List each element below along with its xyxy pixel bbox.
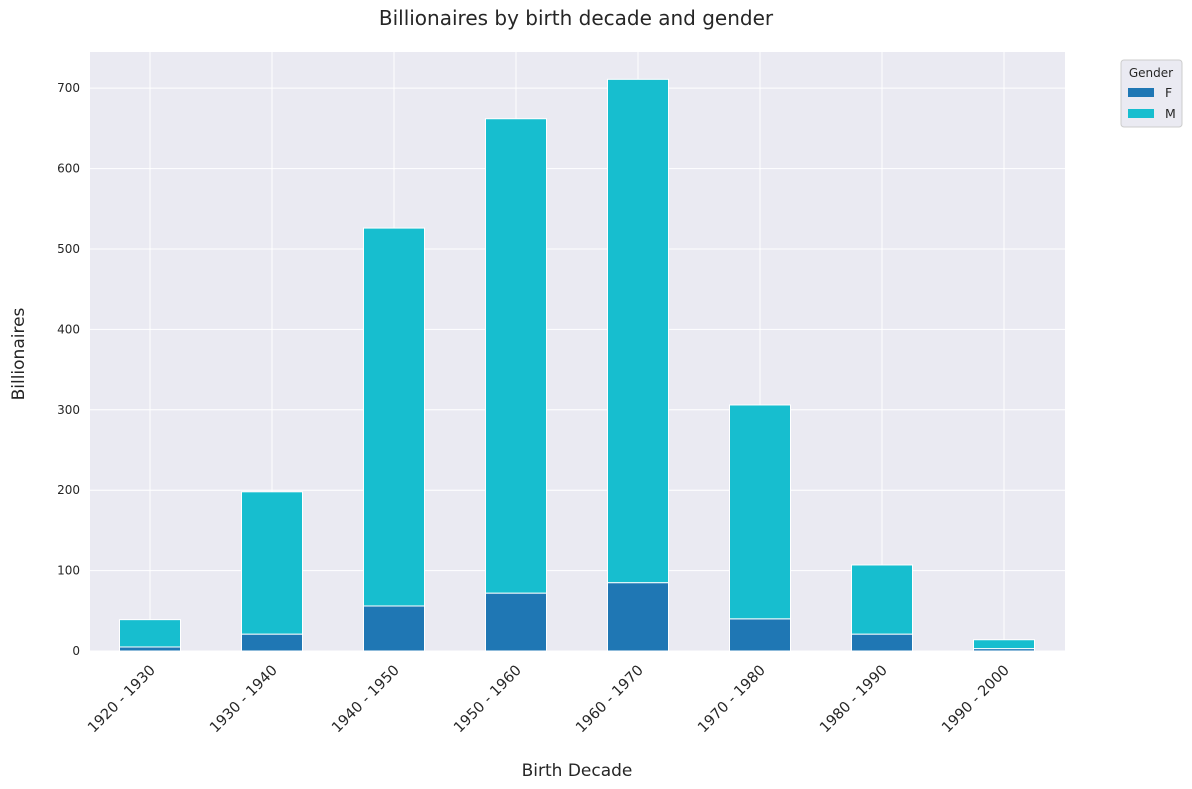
bar-f-1980-1990 bbox=[851, 633, 913, 652]
x-tick-label: 1980 - 1990 bbox=[817, 663, 891, 737]
x-tick-label: 1990 - 2000 bbox=[939, 663, 1013, 737]
bar-f-1920-1930 bbox=[119, 646, 181, 652]
bar-m-1990-2000 bbox=[973, 639, 1035, 650]
x-tick-label: 1940 - 1950 bbox=[329, 663, 403, 737]
legend-swatch-m bbox=[1128, 109, 1154, 118]
bar-m-1920-1930 bbox=[119, 619, 181, 648]
bar-m-1960-1970 bbox=[607, 78, 669, 584]
bar-f-1940-1950 bbox=[363, 605, 425, 652]
legend-label-f: F bbox=[1165, 85, 1172, 100]
y-tick-label: 100 bbox=[57, 564, 80, 578]
y-tick-label: 300 bbox=[57, 403, 80, 417]
y-tick-label: 500 bbox=[57, 242, 80, 256]
x-tick-label: 1960 - 1970 bbox=[573, 663, 647, 737]
bar-m-1940-1950 bbox=[363, 227, 425, 607]
x-tick-label: 1950 - 1960 bbox=[451, 663, 525, 737]
y-tick-label: 0 bbox=[72, 644, 80, 658]
bars bbox=[119, 78, 1035, 652]
x-tick-label: 1930 - 1940 bbox=[207, 663, 281, 737]
x-tick-label: 1920 - 1930 bbox=[85, 663, 159, 737]
legend-title: Gender bbox=[1129, 66, 1173, 80]
y-axis-ticks: 0 100 200 300 400 500 600 700 bbox=[57, 81, 80, 658]
chart-title: Billionaires by birth decade and gender bbox=[379, 6, 774, 30]
bar-f-1930-1940 bbox=[241, 633, 303, 652]
y-tick-label: 400 bbox=[57, 322, 80, 336]
bar-m-1970-1980 bbox=[729, 404, 791, 620]
x-axis-ticks: 1920 - 1930 1930 - 1940 1940 - 1950 1950 - … bbox=[85, 663, 1013, 737]
y-tick-label: 600 bbox=[57, 162, 80, 176]
plot-area bbox=[90, 52, 1065, 651]
legend-label-m: M bbox=[1165, 106, 1176, 121]
x-tick-label: 1970 - 1980 bbox=[695, 663, 769, 737]
bar-f-1950-1960 bbox=[485, 592, 547, 652]
y-axis-label: Billionaires bbox=[9, 307, 29, 400]
bar-m-1930-1940 bbox=[241, 491, 303, 635]
y-tick-label: 700 bbox=[57, 81, 80, 95]
bar-m-1980-1990 bbox=[851, 564, 913, 635]
bar-m-1950-1960 bbox=[485, 118, 547, 594]
bar-f-1970-1980 bbox=[729, 618, 791, 652]
legend-swatch-f bbox=[1128, 88, 1154, 97]
y-tick-label: 200 bbox=[57, 483, 80, 497]
x-axis-label: Birth Decade bbox=[522, 761, 633, 781]
bar-f-1960-1970 bbox=[607, 582, 669, 652]
legend: Gender F M bbox=[1120, 59, 1183, 128]
